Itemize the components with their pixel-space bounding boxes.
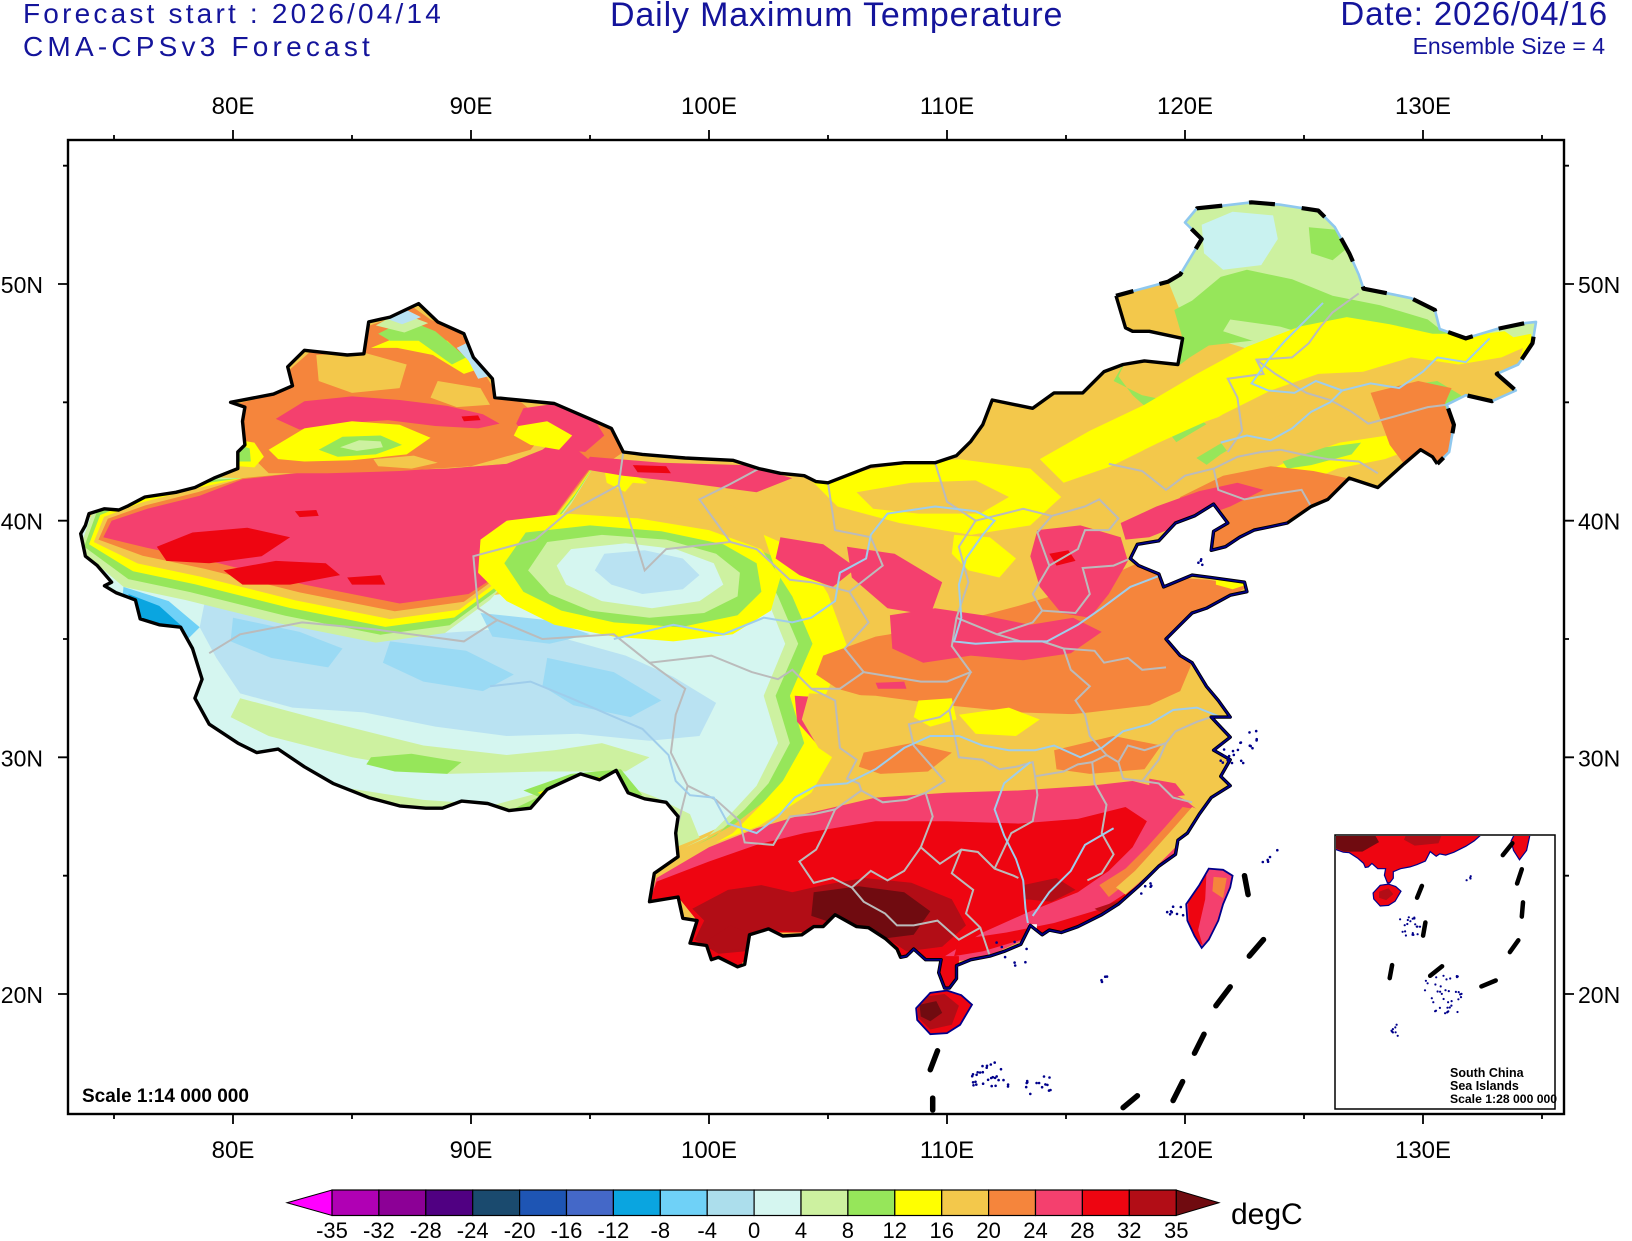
- svg-text:12: 12: [883, 1218, 907, 1241]
- svg-text:20N: 20N: [1, 982, 43, 1008]
- svg-text:-16: -16: [551, 1218, 583, 1241]
- svg-text:South China: South China: [1450, 1066, 1525, 1080]
- svg-text:40N: 40N: [1578, 509, 1620, 535]
- svg-text:130E: 130E: [1395, 93, 1451, 120]
- svg-text:20: 20: [976, 1218, 1000, 1241]
- svg-text:Date: 2026/04/16: Date: 2026/04/16: [1340, 0, 1608, 32]
- svg-text:Ensemble Size = 4: Ensemble Size = 4: [1413, 33, 1606, 59]
- svg-text:-4: -4: [697, 1218, 717, 1241]
- svg-text:-32: -32: [363, 1218, 395, 1241]
- svg-text:120E: 120E: [1157, 93, 1213, 120]
- svg-text:8: 8: [842, 1218, 854, 1241]
- svg-text:-12: -12: [598, 1218, 630, 1241]
- svg-text:24: 24: [1023, 1218, 1047, 1241]
- svg-text:16: 16: [929, 1218, 953, 1241]
- svg-text:110E: 110E: [920, 1137, 974, 1164]
- svg-text:80E: 80E: [212, 1137, 255, 1164]
- svg-text:CMA-CPSv3 Forecast: CMA-CPSv3 Forecast: [23, 31, 374, 62]
- svg-text:Scale 1:14 000 000: Scale 1:14 000 000: [82, 1086, 249, 1107]
- svg-text:110E: 110E: [920, 93, 974, 120]
- svg-text:Sea Islands: Sea Islands: [1450, 1079, 1519, 1093]
- svg-text:100E: 100E: [681, 93, 737, 120]
- svg-text:32: 32: [1117, 1218, 1141, 1241]
- svg-text:Scale 1:28 000 000: Scale 1:28 000 000: [1450, 1092, 1557, 1106]
- svg-text:-35: -35: [316, 1218, 348, 1241]
- svg-text:4: 4: [795, 1218, 807, 1241]
- svg-text:Forecast start : 2026/04/14: Forecast start : 2026/04/14: [23, 0, 444, 29]
- svg-text:Daily Maximum Temperature: Daily Maximum Temperature: [610, 0, 1063, 34]
- svg-text:-28: -28: [410, 1218, 442, 1241]
- svg-text:50N: 50N: [1578, 272, 1620, 298]
- svg-text:-24: -24: [457, 1218, 489, 1241]
- svg-text:30N: 30N: [1, 745, 43, 771]
- svg-text:120E: 120E: [1157, 1137, 1213, 1164]
- svg-text:90E: 90E: [450, 93, 493, 120]
- svg-text:28: 28: [1070, 1218, 1094, 1241]
- svg-text:degC: degC: [1231, 1198, 1303, 1231]
- svg-text:90E: 90E: [450, 1137, 493, 1164]
- svg-text:20N: 20N: [1578, 982, 1620, 1008]
- svg-text:130E: 130E: [1395, 1137, 1451, 1164]
- svg-text:30N: 30N: [1578, 745, 1620, 771]
- svg-text:50N: 50N: [1, 272, 43, 298]
- svg-text:-8: -8: [651, 1218, 671, 1241]
- svg-text:80E: 80E: [212, 93, 255, 120]
- svg-text:40N: 40N: [1, 509, 43, 535]
- svg-text:35: 35: [1164, 1218, 1188, 1241]
- svg-text:0: 0: [748, 1218, 760, 1241]
- svg-text:100E: 100E: [681, 1137, 737, 1164]
- svg-text:-20: -20: [504, 1218, 536, 1241]
